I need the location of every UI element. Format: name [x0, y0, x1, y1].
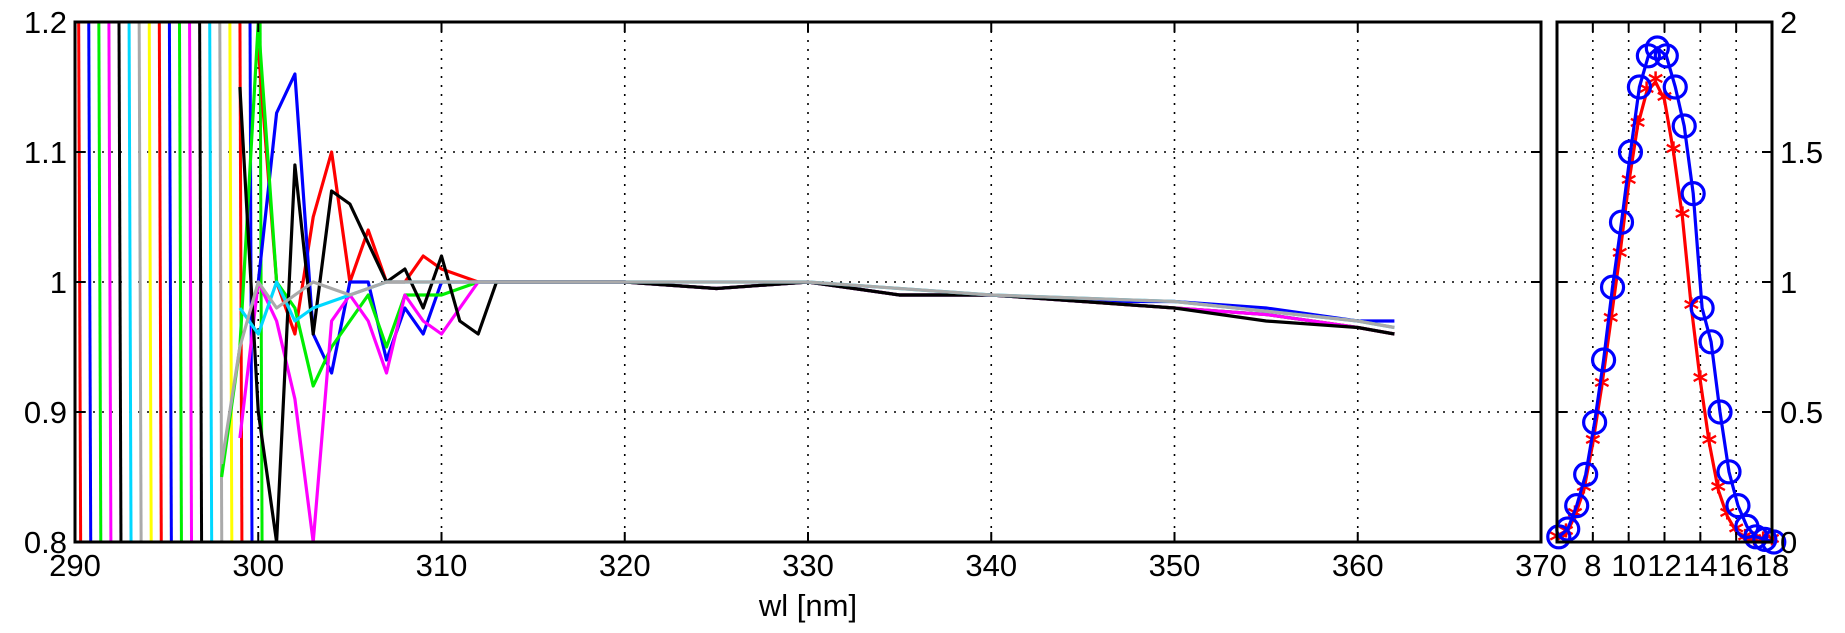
x-tick-label: 14 [1683, 548, 1717, 583]
x-tick-label: 340 [965, 548, 1017, 583]
x-tick-label: 18 [1755, 548, 1789, 583]
side-series-1-point [1564, 493, 1590, 519]
side-series-0-point: * [1710, 475, 1726, 510]
oscillation-line [198, 22, 204, 542]
y-tick-label: 0.9 [24, 395, 67, 430]
main-series-2-line [220, 22, 1395, 478]
x-tick-label: 330 [782, 548, 834, 583]
oscillation-line [87, 22, 93, 542]
side-series-0-point: * [1701, 428, 1717, 463]
side-series-1-point [1698, 329, 1724, 355]
main-series-4-line [238, 86, 1395, 542]
y-tick-label: 0 [1780, 525, 1797, 560]
oscillation-line [157, 22, 163, 542]
oscillation-line [97, 22, 103, 542]
side-series-1-point [1599, 274, 1626, 300]
oscillation-line [147, 22, 153, 542]
oscillation-line [208, 22, 214, 542]
x-tick-label: 300 [232, 548, 284, 583]
oscillation-line [127, 22, 133, 542]
oscillation-line [117, 22, 123, 542]
y-tick-label: 0.8 [24, 525, 67, 560]
y-tick-label: 1 [50, 265, 67, 300]
main-series-lines [77, 22, 1395, 542]
x-tick-label: 370 [1515, 548, 1567, 583]
side-series-1-point [1680, 181, 1706, 207]
side-series-1-line [1557, 45, 1775, 544]
side-series-1-point [1582, 409, 1608, 435]
x-tick-label: 10 [1611, 548, 1645, 583]
side-series-0-point: * [1719, 501, 1735, 536]
side-series-1-point [1653, 43, 1679, 69]
oscillation-line [137, 22, 143, 542]
y-tick-label: 1 [1780, 265, 1797, 300]
main-series-6-line [220, 280, 1395, 465]
side-series-1-point [1716, 459, 1742, 485]
y-tick-label: 0.5 [1780, 395, 1823, 430]
x-tick-label: 360 [1332, 548, 1384, 583]
oscillation-line [228, 22, 234, 542]
main-chart: 290 300 310 320 330 340 350 360 370 0.8 0.9 1 1.1 1.2… [24, 5, 1567, 623]
oscillation-line [258, 22, 264, 542]
oscillation-line [107, 22, 113, 542]
side-series-1-point [1608, 209, 1635, 235]
oscillation-line [188, 22, 194, 542]
side-series: ************************* [1546, 35, 1787, 562]
main-ticks: 290 300 310 320 330 340 350 360 370 0.8 0.9 1 1.1 1.2 [24, 5, 1567, 583]
side-series-0-point: * [1648, 67, 1664, 102]
x-tick-label: 320 [599, 548, 651, 583]
x-tick-label: 310 [416, 548, 468, 583]
side-series-1-point [1725, 493, 1751, 519]
x-tick-label: 290 [49, 548, 101, 583]
side-series-1-point [1671, 113, 1697, 139]
side-ticks: 8 10 12 14 16 180 0.5 1 1.5 2 [1557, 5, 1823, 583]
oscillation-line [177, 22, 183, 542]
x-tick-label: 16 [1719, 548, 1753, 583]
side-series-1-point [1573, 461, 1599, 487]
oscillation-line [167, 22, 173, 542]
side-chart: ************************* 8101214161800.… [1546, 5, 1823, 583]
side-series-1-point [1662, 74, 1688, 100]
side-series-0-point: * [1666, 137, 1682, 172]
side-series-1-point [1617, 139, 1644, 165]
side-series-1-point [1689, 295, 1715, 321]
main-series-1-line [256, 72, 1395, 375]
x-tick-label: 12 [1647, 548, 1681, 583]
side-series-0-point: * [1675, 202, 1691, 237]
y-tick-label: 1.2 [24, 5, 67, 40]
side-series-0-point: * [1692, 366, 1708, 401]
side-grid [1557, 22, 1772, 542]
y-tick-label: 2 [1780, 5, 1797, 40]
x-tick-label: 8 [1584, 548, 1601, 583]
x-tick-label: 350 [1149, 548, 1201, 583]
side-series-1-point [1590, 347, 1617, 373]
y-tick-label: 1.5 [1780, 135, 1823, 170]
main-x-axis-label: wl [nm] [758, 588, 857, 623]
y-tick-label: 1.1 [24, 135, 67, 170]
side-series-1-point [1626, 74, 1653, 100]
side-series-1-point [1707, 399, 1733, 425]
